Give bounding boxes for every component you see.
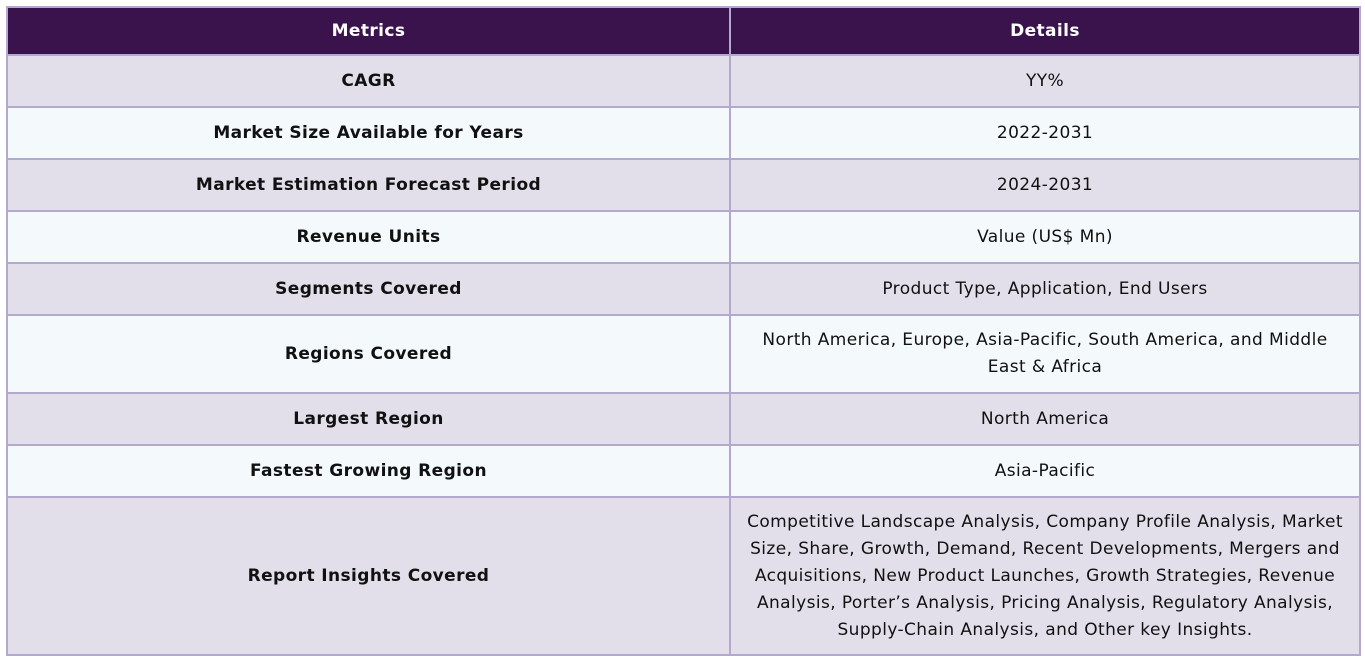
details-cell: 2024-2031 (729, 158, 1361, 212)
table-header: Metrics Details (6, 6, 1361, 56)
metric-cell: Largest Region (6, 392, 731, 446)
report-metrics-table-container: Metrics Details CAGR YY% Market Size Ava… (6, 6, 1361, 656)
details-cell: Asia-Pacific (729, 444, 1361, 498)
details-cell: 2022-2031 (729, 106, 1361, 160)
header-row: Metrics Details (6, 6, 1361, 56)
metric-cell: Market Size Available for Years (6, 106, 731, 160)
details-cell: Product Type, Application, End Users (729, 262, 1361, 316)
details-cell: YY% (729, 54, 1361, 108)
table-row: Market Estimation Forecast Period 2024-2… (6, 158, 1361, 212)
metrics-column-header: Metrics (6, 6, 731, 56)
details-cell: North America, Europe, Asia-Pacific, Sou… (729, 314, 1361, 394)
table-row: Regions Covered North America, Europe, A… (6, 314, 1361, 394)
metric-cell: Fastest Growing Region (6, 444, 731, 498)
metric-cell: Segments Covered (6, 262, 731, 316)
details-cell: North America (729, 392, 1361, 446)
table-row: Segments Covered Product Type, Applicati… (6, 262, 1361, 316)
table-body: CAGR YY% Market Size Available for Years… (6, 54, 1361, 656)
metric-cell: Report Insights Covered (6, 496, 731, 656)
table-row: Revenue Units Value (US$ Mn) (6, 210, 1361, 264)
table-row: Market Size Available for Years 2022-203… (6, 106, 1361, 160)
metric-cell: Revenue Units (6, 210, 731, 264)
details-cell: Competitive Landscape Analysis, Company … (729, 496, 1361, 656)
metric-cell: CAGR (6, 54, 731, 108)
table-row: Report Insights Covered Competitive Land… (6, 496, 1361, 656)
table-row: CAGR YY% (6, 54, 1361, 108)
table-row: Fastest Growing Region Asia-Pacific (6, 444, 1361, 498)
details-cell: Value (US$ Mn) (729, 210, 1361, 264)
details-column-header: Details (729, 6, 1361, 56)
table-row: Largest Region North America (6, 392, 1361, 446)
report-metrics-table: Metrics Details CAGR YY% Market Size Ava… (6, 6, 1361, 656)
metric-cell: Market Estimation Forecast Period (6, 158, 731, 212)
metric-cell: Regions Covered (6, 314, 731, 394)
